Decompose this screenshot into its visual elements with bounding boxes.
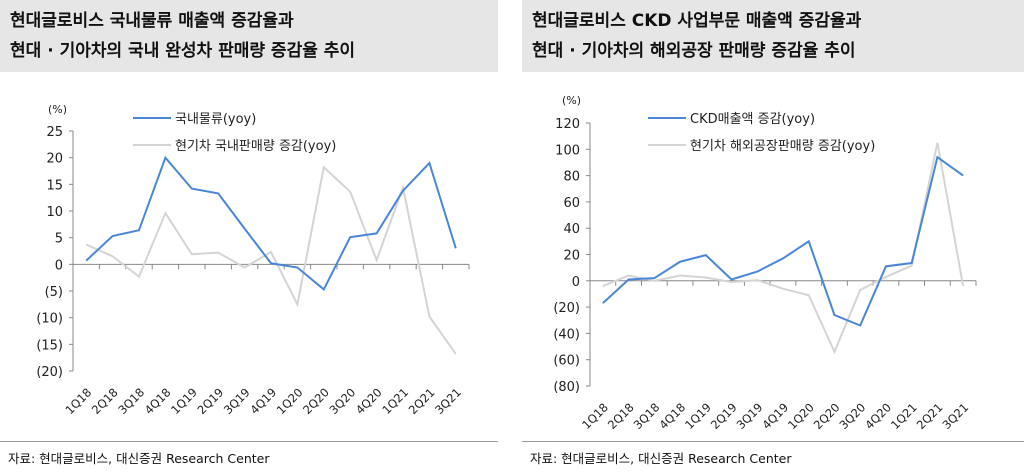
title-line: 현대글로비스 국내물류 매출액 증감율과	[10, 11, 294, 31]
legend-label: CKD매출액 증감(yoy)	[690, 112, 815, 127]
y-tick-label: (20)	[553, 301, 580, 316]
x-tick-label: 4Q18	[142, 385, 174, 417]
x-tick-label: 3Q19	[734, 400, 766, 432]
series-line	[602, 142, 965, 355]
y-tick-label: 120	[555, 117, 580, 132]
legend-label: 현기차 해외공장판매량 증감(yoy)	[690, 139, 875, 154]
y-tick-label: 25	[46, 125, 63, 140]
y-unit-label: (%)	[562, 94, 581, 107]
x-tick-label: 1Q19	[168, 385, 200, 417]
y-tick-label: (20)	[36, 365, 63, 380]
x-tick-label: 3Q21	[432, 385, 464, 417]
x-tick-label: 4Q19	[759, 400, 791, 432]
y-tick-label: (40)	[553, 327, 580, 342]
y-tick-label: 15	[46, 178, 63, 193]
x-tick-label: 1Q20	[274, 385, 306, 417]
source-note: 자료: 현대글로비스, 대신증권 Research Center	[8, 451, 270, 466]
y-tick-label: 20	[46, 152, 63, 167]
x-tick-label: 3Q18	[631, 400, 663, 432]
x-tick-label: 3Q20	[836, 400, 868, 432]
x-tick-label: 4Q20	[862, 400, 894, 432]
title-line: 현대 · 기아차의 국내 완성차 판매량 증감율 추이	[10, 41, 356, 61]
title-line: 현대 · 기아차의 해외공장 판매량 증감율 추이	[532, 41, 856, 61]
x-tick-label: 2Q18	[605, 400, 637, 432]
y-tick-label: (5)	[45, 285, 63, 300]
y-tick-label: 60	[563, 196, 580, 211]
divider	[522, 441, 1024, 442]
y-tick-label: 40	[563, 222, 580, 237]
x-tick-label: 3Q19	[221, 385, 253, 417]
x-tick-label: 1Q18	[579, 400, 611, 432]
divider	[0, 441, 498, 442]
x-tick-label: 1Q19	[682, 400, 714, 432]
series-line	[602, 155, 964, 327]
x-tick-label: 4Q19	[247, 385, 279, 417]
y-tick-label: 20	[563, 249, 580, 264]
y-tick-label: (80)	[553, 380, 580, 395]
y-tick-label: 5	[55, 232, 63, 247]
x-tick-label: 2Q21	[914, 400, 946, 432]
y-tick-label: (60)	[553, 354, 580, 369]
x-tick-label: 4Q20	[353, 385, 385, 417]
title-line: 현대글로비스 CKD 사업부문 매출액 증감율과	[532, 11, 862, 31]
x-tick-label: 3Q20	[326, 385, 358, 417]
y-unit-label: (%)	[48, 103, 67, 116]
x-tick-label: 1Q20	[785, 400, 817, 432]
y-tick-label: 100	[555, 143, 580, 158]
x-tick-label: 1Q21	[379, 385, 411, 417]
x-tick-label: 2Q20	[300, 385, 332, 417]
y-tick-label: 0	[55, 258, 63, 273]
x-tick-label: 2Q21	[406, 385, 438, 417]
x-tick-label: 2Q20	[811, 400, 843, 432]
legend-label: 국내물류(yoy)	[175, 112, 256, 127]
y-tick-label: (15)	[36, 338, 63, 353]
y-tick-label: 0	[572, 275, 580, 290]
y-tick-label: (10)	[36, 312, 63, 327]
x-tick-label: 2Q19	[708, 400, 740, 432]
x-tick-label: 1Q21	[888, 400, 920, 432]
x-tick-label: 2Q18	[89, 385, 121, 417]
y-tick-label: 80	[563, 170, 580, 185]
x-tick-label: 3Q18	[115, 385, 147, 417]
x-tick-label: 2Q19	[194, 385, 226, 417]
source-note: 자료: 현대글로비스, 대신증권 Research Center	[530, 451, 792, 466]
x-tick-label: 1Q18	[62, 385, 94, 417]
y-tick-label: 10	[46, 205, 63, 220]
x-tick-label: 3Q21	[939, 400, 971, 432]
legend-label: 현기차 국내판매량 증감(yoy)	[175, 139, 336, 154]
x-tick-label: 4Q18	[656, 400, 688, 432]
